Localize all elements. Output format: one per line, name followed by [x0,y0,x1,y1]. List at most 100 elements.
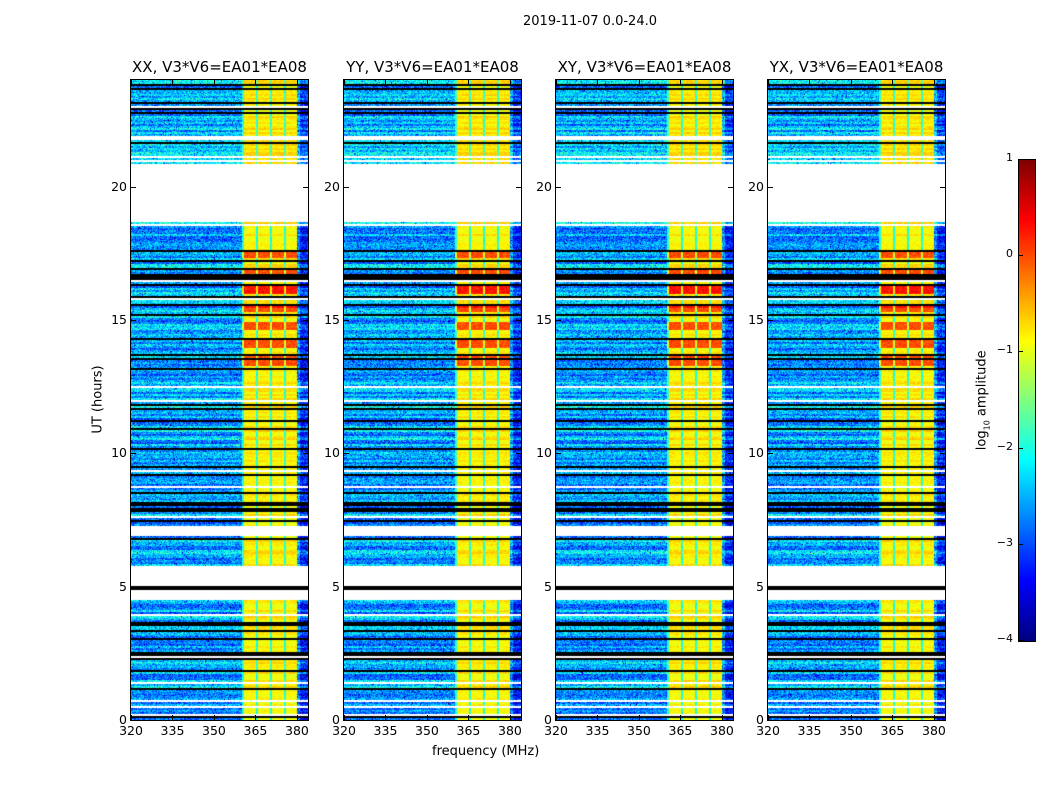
colorbar-label: log10 amplitude [974,350,992,451]
spectrogram-image [131,80,308,720]
y-tick-label: 10 [748,445,764,461]
x-tick-mark [638,715,640,720]
y-tick-mark [303,586,308,588]
x-tick-label: 380 [710,723,734,738]
x-tick-label: 350 [202,723,226,738]
x-axis-label: frequency (MHz) [432,744,540,759]
y-tick-mark [303,720,308,721]
x-tick-mark [296,715,298,720]
spectrogram-image [768,80,945,720]
panel-title: YY, V3*V6=EA01*EA08 [346,58,519,76]
y-tick-label: 20 [536,178,552,194]
spectrogram-panel [130,79,309,721]
x-tick-mark [426,715,428,720]
colorbar-tick-label: 1 [1006,151,1013,164]
x-tick-mark [556,80,557,85]
x-tick-mark [131,715,132,720]
colorbar [1018,159,1036,642]
y-tick-mark [768,186,773,188]
y-tick-mark [344,320,349,321]
y-tick-mark [940,320,945,321]
x-tick-mark [809,80,811,85]
colorbar-tick-label: −4 [996,632,1013,645]
spectrogram-panel [343,79,522,721]
y-tick-mark [303,320,308,321]
x-tick-label: 350 [415,723,439,738]
panel-title: XX, V3*V6=EA01*EA08 [132,58,307,76]
x-tick-label: 380 [498,723,522,738]
y-tick-mark [516,586,521,588]
x-tick-label: 365 [668,723,693,738]
x-tick-mark [509,715,511,720]
x-tick-label: 365 [880,723,905,738]
x-tick-label: 335 [373,723,398,738]
x-tick-mark [385,80,387,85]
colorbar-tick-mark [1019,543,1023,545]
x-tick-mark [296,80,298,85]
colorbar-tick-mark [1019,351,1023,353]
colorbar-tick-mark [1019,255,1023,257]
y-tick-mark [728,586,733,588]
x-tick-mark [131,80,132,85]
y-tick-mark [940,453,945,455]
x-tick-label: 320 [544,723,568,738]
y-tick-label: 20 [111,178,127,194]
x-tick-mark [344,80,345,85]
y-tick-mark [344,186,349,188]
y-tick-mark [940,720,945,721]
x-tick-label: 335 [797,723,822,738]
figure-title: 2019-11-07 0.0-24.0 [523,14,657,29]
x-tick-mark [680,80,682,85]
x-tick-mark [721,80,723,85]
x-tick-mark [468,80,470,85]
y-tick-mark [131,186,136,188]
y-tick-label: 20 [748,178,764,194]
x-tick-label: 320 [756,723,780,738]
x-tick-mark [721,715,723,720]
x-tick-label: 365 [243,723,268,738]
x-tick-label: 335 [160,723,185,738]
y-tick-mark [728,320,733,321]
x-tick-label: 335 [585,723,610,738]
colorbar-tick-label: 0 [1006,247,1013,261]
x-tick-mark [768,715,769,720]
x-tick-mark [850,715,852,720]
y-tick-label: 0 [119,712,127,727]
y-tick-mark [556,453,561,455]
y-tick-mark [768,586,773,588]
y-tick-mark [131,320,136,321]
y-tick-mark [303,453,308,455]
spectrogram-panel [555,79,734,721]
x-tick-mark [509,80,511,85]
y-tick-mark [344,720,349,721]
x-tick-mark [255,715,257,720]
colorbar-tick-mark [1019,640,1023,641]
y-tick-label: 5 [119,578,127,594]
colorbar-tick-mark [1019,159,1023,160]
y-tick-mark [728,453,733,455]
y-tick-mark [556,720,561,721]
y-tick-label: 0 [756,712,764,727]
y-tick-mark [344,586,349,588]
x-tick-label: 320 [119,723,143,738]
y-tick-mark [728,720,733,721]
y-tick-label: 20 [324,178,340,194]
y-tick-label: 0 [332,712,340,727]
y-tick-mark [556,586,561,588]
y-tick-label: 15 [324,312,340,327]
y-tick-mark [131,586,136,588]
spectrogram-image [556,80,733,720]
x-tick-mark [556,715,557,720]
colorbar-tick-label: −1 [996,343,1013,357]
panel-title: YX, V3*V6=EA01*EA08 [769,58,944,76]
y-tick-label: 5 [756,578,764,594]
x-tick-label: 365 [456,723,481,738]
x-tick-mark [255,80,257,85]
y-tick-label: 5 [332,578,340,594]
x-tick-mark [892,80,894,85]
y-tick-mark [728,186,733,188]
y-tick-label: 15 [111,312,127,327]
y-tick-mark [516,453,521,455]
x-tick-label: 380 [922,723,946,738]
y-axis-label: UT (hours) [90,365,106,434]
